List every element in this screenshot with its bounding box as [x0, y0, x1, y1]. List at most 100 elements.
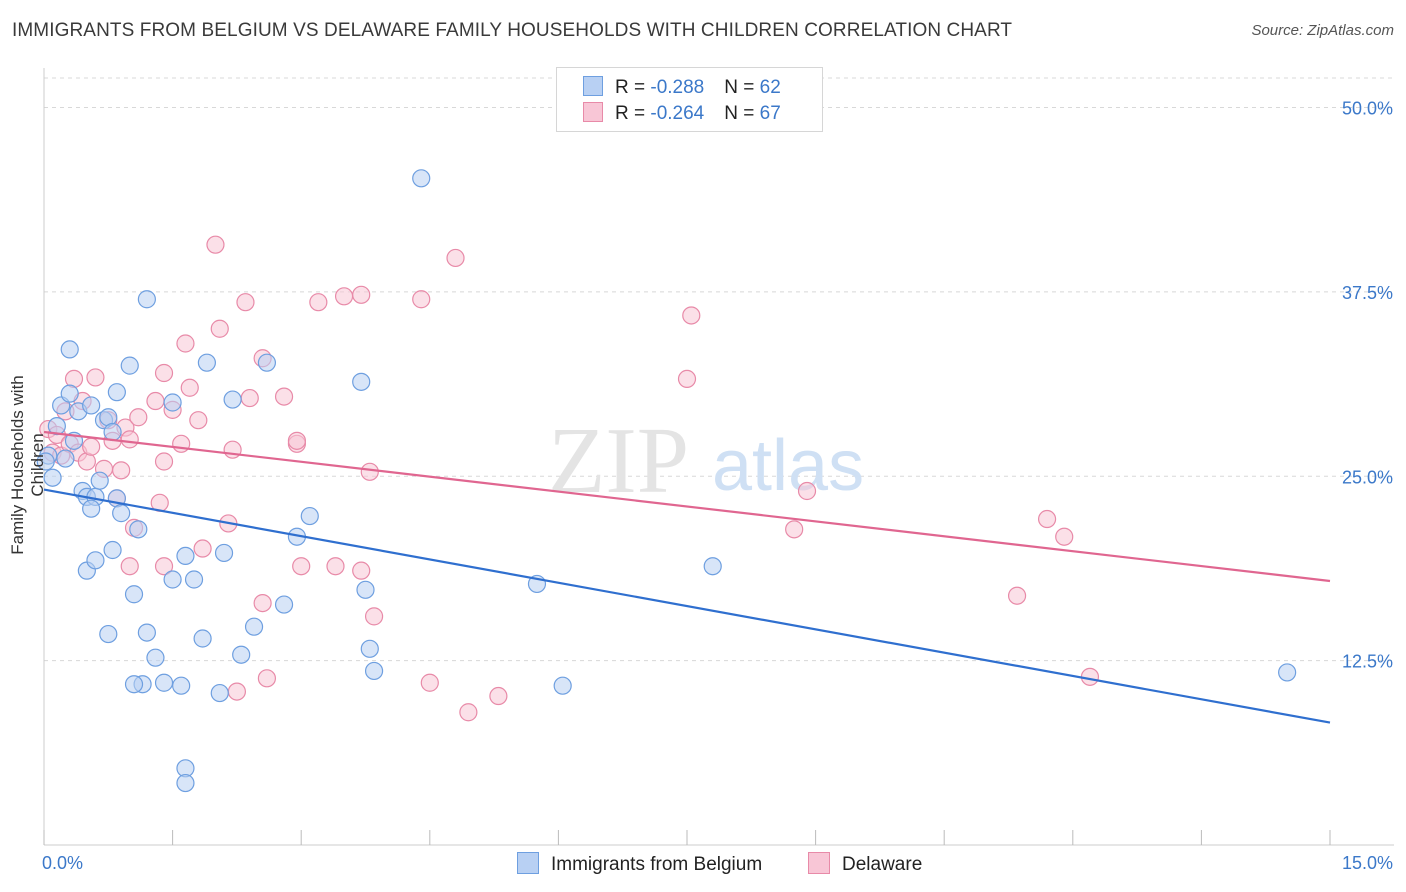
delaware-point: [240, 388, 259, 408]
delaware-point: [334, 287, 354, 306]
delaware-point: [180, 378, 199, 397]
belgium-point: [43, 468, 62, 487]
belgium-point: [47, 417, 66, 436]
delaware-point: [120, 557, 139, 576]
belgium-point: [163, 393, 182, 412]
legend-item-belgium[interactable]: Immigrants from Belgium: [517, 852, 762, 876]
delaware-point: [677, 369, 697, 388]
belgium-point: [82, 499, 101, 518]
y-axis-label: Family Households with Children: [8, 375, 47, 555]
y-tick-label: 37.5%: [1342, 283, 1393, 303]
delaware-point: [360, 462, 379, 481]
r-label: R =: [615, 103, 651, 124]
delaware-point: [1055, 527, 1074, 546]
belgium-point: [257, 353, 277, 372]
stats-row-belgium: R = -0.288 N = 62: [583, 76, 781, 102]
belgium-point: [90, 471, 109, 490]
tick-labels: 12.5% 25.0% 37.5% 50.0% 0.0% 15.0%: [42, 99, 1393, 874]
belgium-point: [120, 356, 139, 375]
delaware-point: [176, 334, 195, 353]
belgium-point: [360, 639, 379, 658]
delaware-point: [446, 248, 465, 268]
belgium-points: [36, 169, 1297, 793]
belgium-trend-line: [43, 488, 1331, 724]
delaware-point: [206, 235, 225, 254]
delaware-point: [785, 520, 804, 539]
delaware-point: [129, 408, 148, 427]
delaware-point: [274, 387, 294, 406]
delaware-point: [459, 703, 478, 722]
delaware-point: [146, 391, 165, 411]
delaware-point: [210, 319, 229, 338]
delaware-point: [797, 481, 817, 501]
trend-lines: [43, 430, 1331, 724]
delaware-point: [1037, 509, 1057, 529]
y-tick-label: 50.0%: [1342, 99, 1393, 119]
watermark-atlas: atlas: [712, 426, 864, 506]
x-tick-label: 15.0%: [1342, 853, 1393, 873]
n-value: 67: [759, 103, 781, 124]
belgium-point: [107, 383, 126, 402]
belgium-point: [56, 449, 75, 468]
delaware-point: [352, 561, 371, 580]
belgium-point: [124, 675, 144, 694]
r-label: R =: [615, 77, 651, 98]
belgium-point: [232, 645, 251, 664]
delaware-point: [120, 430, 139, 449]
belgium-point: [553, 676, 572, 695]
delaware-point: [86, 368, 105, 387]
delaware-point: [227, 682, 246, 701]
belgium-point: [412, 169, 431, 188]
delaware-point: [236, 293, 255, 312]
belgium-point: [129, 520, 148, 539]
belgium-point: [146, 648, 165, 667]
legend-label-delaware: Delaware: [842, 854, 923, 875]
delaware-point: [489, 686, 508, 706]
belgium-point: [210, 683, 229, 703]
legend-label-belgium: Immigrants from Belgium: [551, 854, 763, 875]
delaware-point: [682, 306, 701, 325]
r-value: -0.264: [650, 103, 705, 124]
belgium-point: [176, 773, 195, 793]
delaware-point: [287, 431, 307, 450]
belgium-swatch: [583, 76, 603, 96]
y-axis-label-wrap: Family Households with Children: [8, 0, 47, 892]
belgium-point: [300, 506, 319, 526]
belgium-point: [356, 580, 375, 599]
belgium-legend-swatch: [517, 852, 539, 874]
r-value: -0.288: [650, 77, 705, 98]
delaware-point: [352, 285, 371, 304]
delaware-trend-line: [43, 430, 1331, 583]
belgium-point: [163, 570, 182, 589]
belgium-point: [86, 551, 105, 570]
belgium-point: [112, 504, 131, 523]
delaware-point: [154, 363, 174, 383]
n-label: N =: [724, 103, 760, 124]
x-tick-label: 0.0%: [42, 853, 83, 873]
delaware-point: [223, 440, 242, 459]
belgium-point: [364, 661, 384, 681]
belgium-point: [197, 353, 216, 372]
delaware-point: [326, 557, 345, 576]
delaware-swatch: [583, 102, 603, 122]
y-tick-label: 12.5%: [1342, 652, 1393, 672]
legend-item-delaware[interactable]: Delaware: [808, 852, 922, 876]
delaware-point: [253, 593, 272, 613]
delaware-point: [82, 437, 101, 456]
belgium-point: [352, 372, 371, 391]
watermark-zip: ZIP: [548, 409, 689, 513]
delaware-point: [292, 557, 311, 576]
belgium-point: [124, 585, 144, 604]
source-label: Source: ZipAtlas.com: [1251, 22, 1394, 39]
delaware-point: [420, 673, 439, 692]
stats-legend: R = -0.288 N = 62 R = -0.264 N = 67: [556, 67, 823, 132]
belgium-point: [137, 290, 156, 309]
delaware-point: [189, 411, 208, 430]
belgium-point: [172, 676, 191, 695]
delaware-point: [112, 461, 131, 480]
chart-title: IMMIGRANTS FROM BELGIUM VS DELAWARE FAMI…: [12, 20, 1013, 41]
belgium-point: [1278, 663, 1297, 682]
delaware-point: [154, 452, 174, 471]
n-label: N =: [724, 77, 760, 98]
